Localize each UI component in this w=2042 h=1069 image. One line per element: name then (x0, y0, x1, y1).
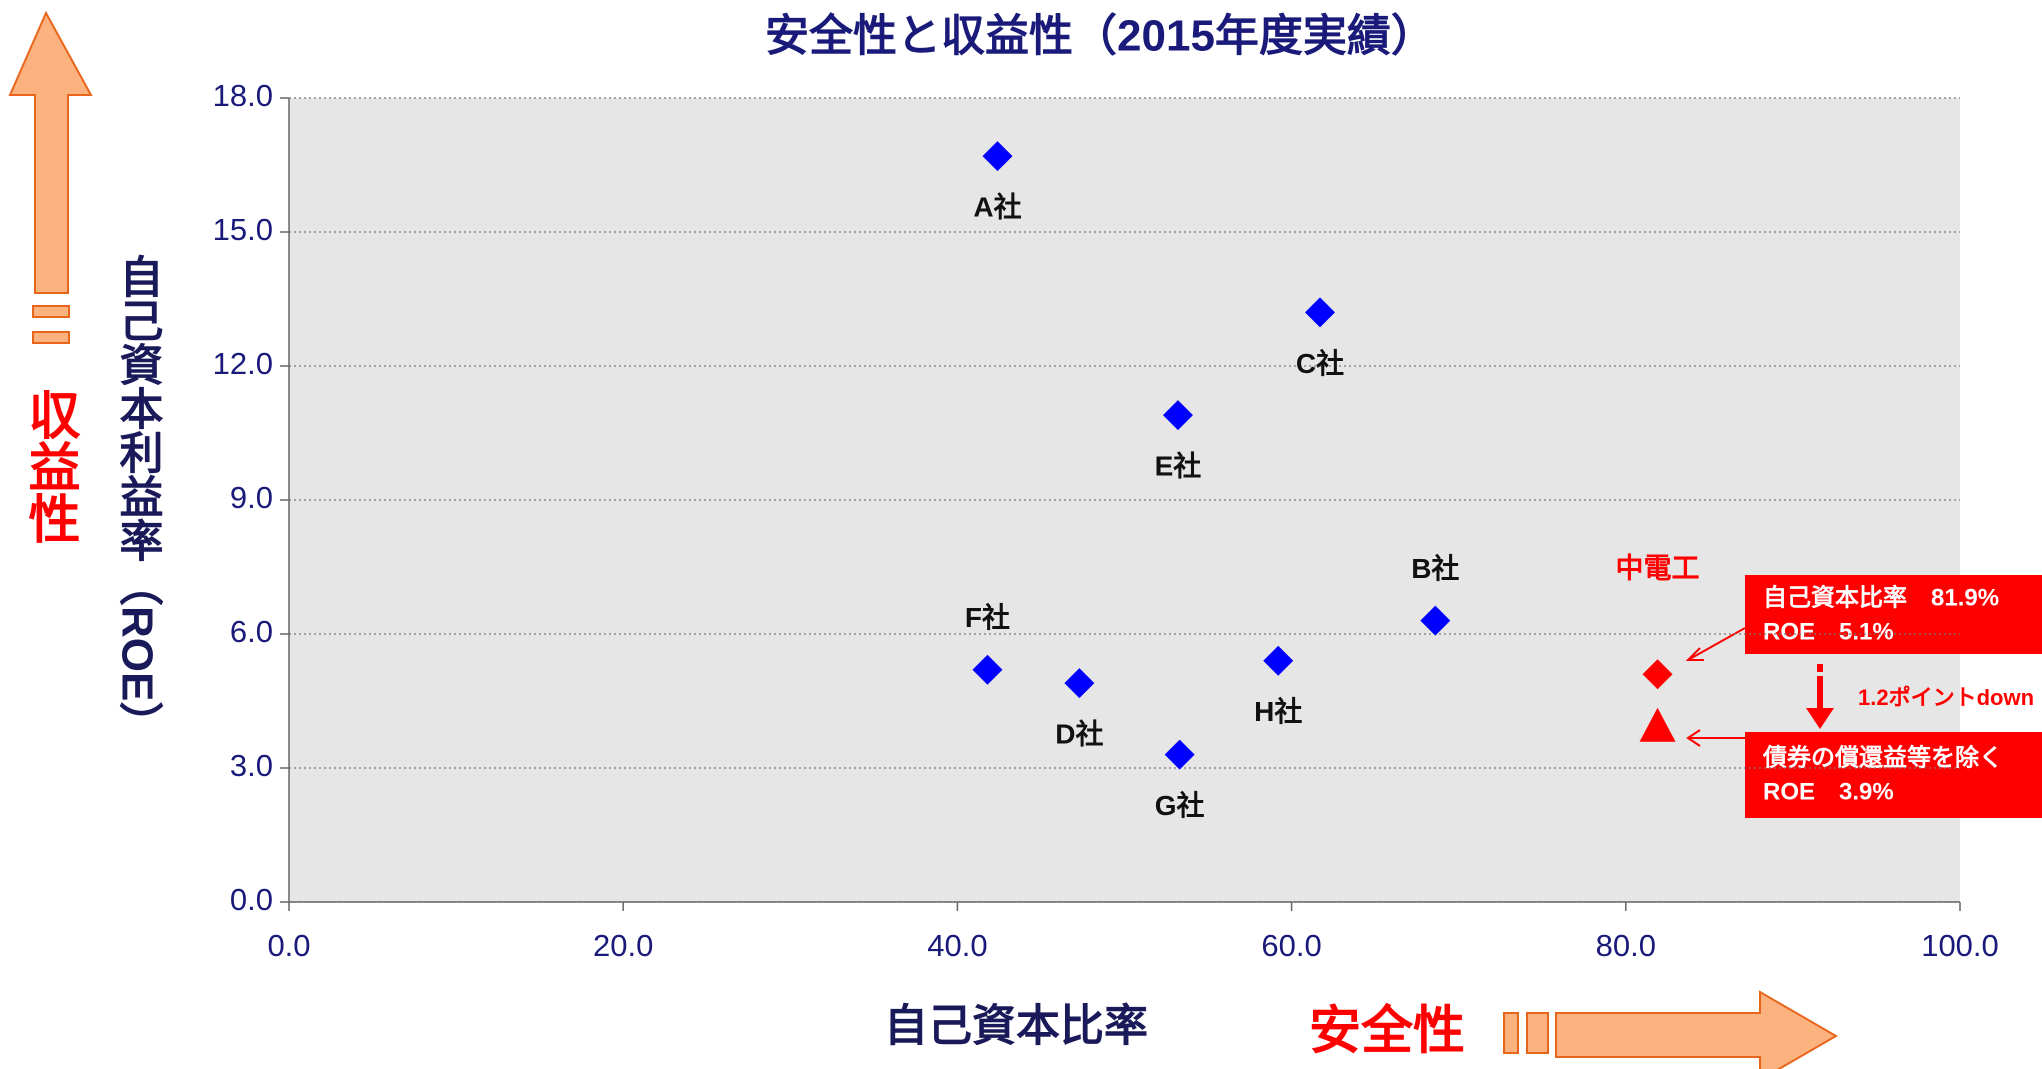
point (1162, 400, 1193, 431)
chart-title: 安全性と収益性（2015年度実績） (765, 11, 1435, 61)
annotation-box (1745, 732, 2042, 818)
point (1164, 739, 1195, 770)
x-arrow-label: 安全性 (1309, 1002, 1465, 1061)
arrow-bar (1503, 1012, 1519, 1054)
y-tick-label: 6.0 (230, 614, 273, 649)
annotation-text: ROE 3.9% (1763, 778, 1894, 805)
annotation-text: 債券の償還益等を除く (1762, 743, 2003, 771)
x-tick-label: 0.0 (267, 928, 310, 963)
point (982, 141, 1013, 172)
arrow-bar (1526, 1012, 1549, 1054)
y-tick-label: 12.0 (213, 346, 273, 381)
point (1642, 659, 1673, 690)
down-arrow (1806, 708, 1834, 729)
change-label: 1.2ポイントdown (1858, 685, 2034, 710)
right-arrow (1555, 990, 1838, 1069)
point-label: F社 (965, 602, 1010, 633)
point (972, 654, 1003, 685)
point-label: G社 (1155, 790, 1205, 821)
point (1420, 605, 1451, 636)
point-label: D社 (1055, 719, 1103, 750)
pointer-head (1686, 729, 1701, 747)
arrow-bar (32, 305, 70, 318)
down-arrow (1817, 676, 1823, 712)
y-arrow-label: 収益性 (20, 388, 80, 544)
x-tick-label: 80.0 (1596, 928, 1656, 963)
y-axis-label: 自己資本利益率（ROE） (113, 254, 164, 746)
point-label: C社 (1296, 348, 1344, 379)
annotation-text: ROE 5.1% (1763, 618, 1894, 645)
x-tick-label: 100.0 (1921, 928, 1999, 963)
point (1064, 668, 1095, 699)
x-axis-label: 自己資本比率 (884, 1002, 1148, 1051)
annotation-text: 自己資本比率 81.9% (1763, 583, 1999, 611)
y-tick-label: 0.0 (230, 882, 273, 917)
up-arrow (8, 10, 93, 294)
point (1305, 297, 1336, 328)
annotation-box (1745, 575, 2042, 654)
point-label: B社 (1411, 553, 1459, 584)
point-label: H社 (1254, 696, 1302, 727)
point-label: 中電工 (1616, 553, 1700, 584)
arrow-bar (32, 331, 70, 344)
x-tick-label: 20.0 (593, 928, 653, 963)
y-tick-label: 15.0 (213, 212, 273, 247)
point-label: E社 (1155, 451, 1202, 482)
x-tick-label: 40.0 (927, 928, 987, 963)
point-label: A社 (973, 191, 1021, 222)
x-tick-label: 60.0 (1261, 928, 1321, 963)
point (1263, 645, 1294, 676)
pointer-head (1685, 647, 1704, 661)
y-tick-label: 18.0 (213, 78, 273, 113)
point (1639, 707, 1676, 742)
down-arrow (1817, 664, 1823, 672)
pointer (1687, 627, 1746, 661)
y-tick-label: 9.0 (230, 480, 273, 515)
y-tick-label: 3.0 (230, 748, 273, 783)
